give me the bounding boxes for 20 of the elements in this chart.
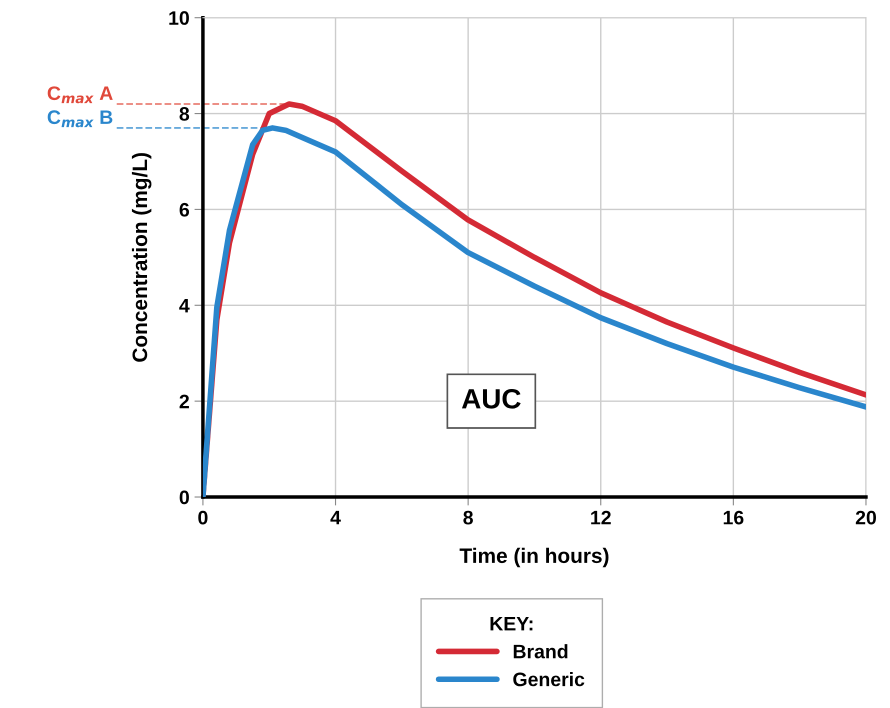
y-tick-label: 4 bbox=[179, 298, 190, 312]
y-tick-label: 2 bbox=[180, 394, 189, 408]
ref-line-label: C$_{max}$ A bbox=[48, 86, 113, 104]
x-tick-label: 12 bbox=[591, 510, 611, 524]
y-axis-title: Concentration (mg/L) bbox=[132, 153, 152, 362]
annotation: AUC bbox=[462, 388, 521, 409]
legend-title: KEY: bbox=[490, 616, 532, 630]
x-tick-label: 16 bbox=[724, 510, 744, 524]
y-tick-label: 10 bbox=[169, 11, 189, 25]
legend-label: Brand bbox=[514, 644, 568, 658]
y-tick-label: 0 bbox=[180, 490, 189, 504]
x-tick-label: 8 bbox=[463, 510, 473, 524]
ref-line-label: C$_{max}$ B bbox=[48, 110, 112, 128]
legend-label: Generic bbox=[513, 672, 584, 686]
x-tick-label: 4 bbox=[330, 510, 341, 524]
x-tick-label: 0 bbox=[198, 510, 208, 524]
y-tick-label: 6 bbox=[180, 202, 190, 217]
x-axis-title: Time (in hours) bbox=[460, 548, 608, 568]
x-tick-label: 20 bbox=[856, 510, 876, 524]
y-tick-label: 8 bbox=[180, 107, 190, 121]
